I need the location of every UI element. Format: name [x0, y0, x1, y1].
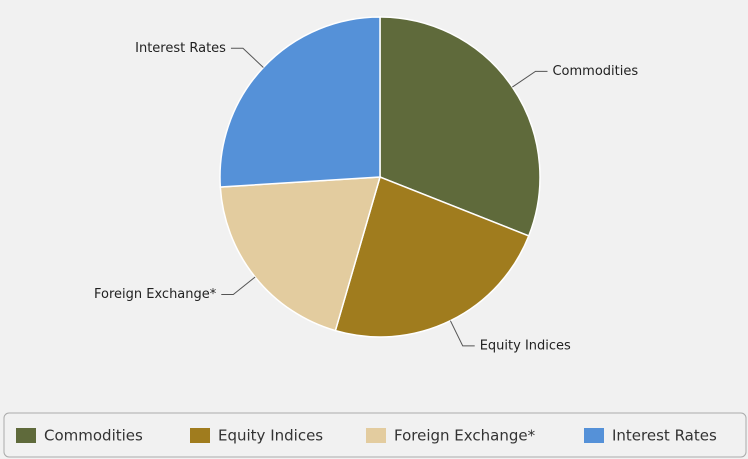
legend-label: Interest Rates [612, 427, 717, 445]
leader-line [230, 47, 264, 68]
legend-swatch [366, 428, 386, 443]
legend-label: Equity Indices [218, 427, 323, 445]
pie-slice [379, 16, 541, 237]
legend-label: Foreign Exchange* [394, 427, 536, 445]
pie-slice [219, 176, 382, 332]
legend-label: Commodities [44, 427, 143, 445]
slice-label: Interest Rates [135, 41, 226, 56]
leader-line [221, 276, 256, 296]
slice-label: Equity Indices [480, 338, 571, 353]
legend-swatch [16, 428, 36, 443]
leader-line [449, 320, 475, 347]
slice-label: Commodities [552, 64, 638, 79]
legend-swatch [190, 428, 210, 443]
leader-line [512, 70, 548, 88]
legend-swatch [584, 428, 604, 443]
pie-slice [219, 16, 381, 188]
pie-slice [334, 175, 530, 338]
slice-label: Foreign Exchange* [94, 287, 217, 302]
